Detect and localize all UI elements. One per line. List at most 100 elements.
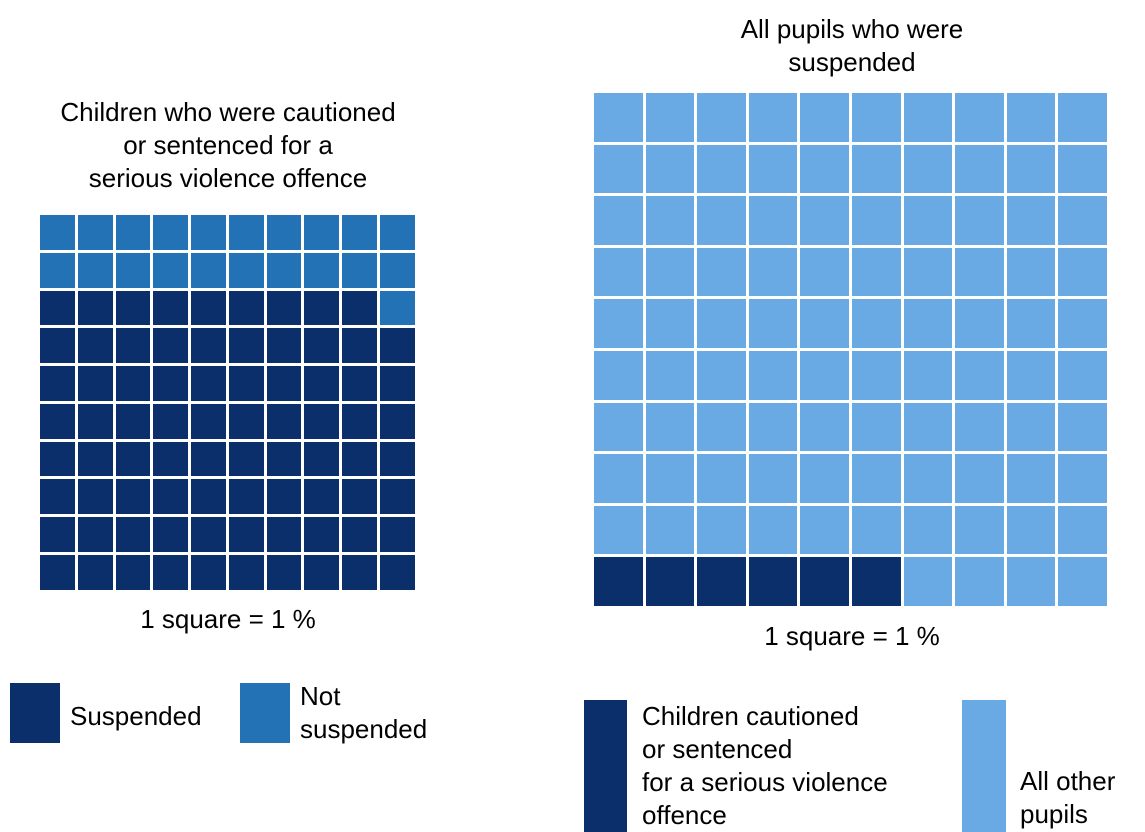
waffle-square [304, 215, 339, 250]
waffle-square [191, 554, 226, 590]
waffle-square [594, 299, 643, 348]
waffle-square [594, 402, 643, 452]
waffle-square [1006, 454, 1056, 503]
waffle-square [228, 290, 264, 326]
note: 1 square = 1 % [140, 604, 316, 634]
waffle-square [645, 93, 695, 142]
chart-title: All pupils who were suspended [740, 14, 964, 77]
waffle-square [77, 403, 113, 439]
waffle-square [266, 479, 302, 514]
waffle-square [266, 441, 302, 477]
waffle-square [228, 215, 264, 250]
legend-label: Not suspended [300, 681, 428, 744]
waffle-square [955, 402, 1004, 452]
waffle-square [800, 351, 849, 400]
legend-swatch [962, 700, 1006, 832]
waffle-square [748, 351, 798, 400]
waffle-square [1006, 505, 1056, 555]
waffle-square [40, 366, 75, 401]
waffle-square [228, 517, 264, 552]
waffle-square [697, 402, 746, 452]
waffle-square [748, 196, 798, 245]
waffle-square [342, 252, 377, 288]
waffle-square [1058, 557, 1107, 606]
waffle-square [266, 517, 302, 552]
waffle-square [40, 252, 75, 288]
waffle-square [645, 351, 695, 400]
waffle-square [1058, 402, 1107, 452]
waffle-square [304, 441, 339, 477]
waffle-square [379, 554, 415, 590]
waffle-square [228, 554, 264, 590]
waffle-square [40, 328, 75, 363]
waffle-square [342, 554, 377, 590]
waffle-square [304, 252, 339, 288]
waffle-square [266, 252, 302, 288]
legend-label: Suspended [70, 701, 202, 731]
waffle-square [955, 196, 1004, 245]
waffle-square [800, 557, 849, 606]
legend-swatch [584, 700, 627, 832]
waffle-square [903, 454, 953, 503]
waffle-square [342, 403, 377, 439]
waffle-square [153, 252, 188, 288]
waffle-square [697, 93, 746, 142]
waffle-square [800, 247, 849, 297]
waffle-square [748, 505, 798, 555]
waffle-square [77, 554, 113, 590]
waffle-square [153, 366, 188, 401]
waffle-square [1006, 93, 1056, 142]
waffle-square [304, 403, 339, 439]
waffle-square [1006, 557, 1056, 606]
waffle-square [40, 215, 75, 250]
waffle-square [594, 557, 643, 606]
waffle-square [1006, 247, 1056, 297]
waffle-square [191, 215, 226, 250]
waffle-square [228, 328, 264, 363]
waffle-square [903, 196, 953, 245]
waffle-square [342, 366, 377, 401]
waffle-square [594, 247, 643, 297]
waffle-square [645, 505, 695, 555]
waffle-square [955, 351, 1004, 400]
waffle-square [697, 351, 746, 400]
waffle-square [115, 252, 151, 288]
waffle-square [748, 247, 798, 297]
waffle-square [40, 403, 75, 439]
waffle-square [379, 252, 415, 288]
waffle-square [153, 403, 188, 439]
waffle-square [191, 517, 226, 552]
waffle-square [342, 517, 377, 552]
waffle-square [266, 366, 302, 401]
waffle-square [594, 196, 643, 245]
waffle-square [748, 144, 798, 194]
waffle-square [191, 403, 226, 439]
legend-swatch [10, 683, 60, 743]
waffle-square [594, 454, 643, 503]
waffle-square [697, 144, 746, 194]
waffle-square [40, 554, 75, 590]
waffle-square [266, 215, 302, 250]
waffle-square [852, 144, 901, 194]
waffle-square [645, 402, 695, 452]
waffle-square [1058, 351, 1107, 400]
waffle-square [594, 505, 643, 555]
waffle-square [1006, 196, 1056, 245]
waffle-square [191, 479, 226, 514]
waffle-square [903, 351, 953, 400]
waffle-square [903, 299, 953, 348]
waffle-square [800, 93, 849, 142]
waffle-square [594, 93, 643, 142]
waffle-square [852, 557, 901, 606]
waffle-square [594, 144, 643, 194]
waffle-square [115, 517, 151, 552]
waffle-square [800, 505, 849, 555]
waffle-square [191, 366, 226, 401]
waffle-square [800, 196, 849, 245]
waffle-square [115, 290, 151, 326]
waffle-square [748, 557, 798, 606]
waffle-square [266, 403, 302, 439]
waffle-square [903, 557, 953, 606]
waffle-square [645, 196, 695, 245]
waffle-square [40, 517, 75, 552]
